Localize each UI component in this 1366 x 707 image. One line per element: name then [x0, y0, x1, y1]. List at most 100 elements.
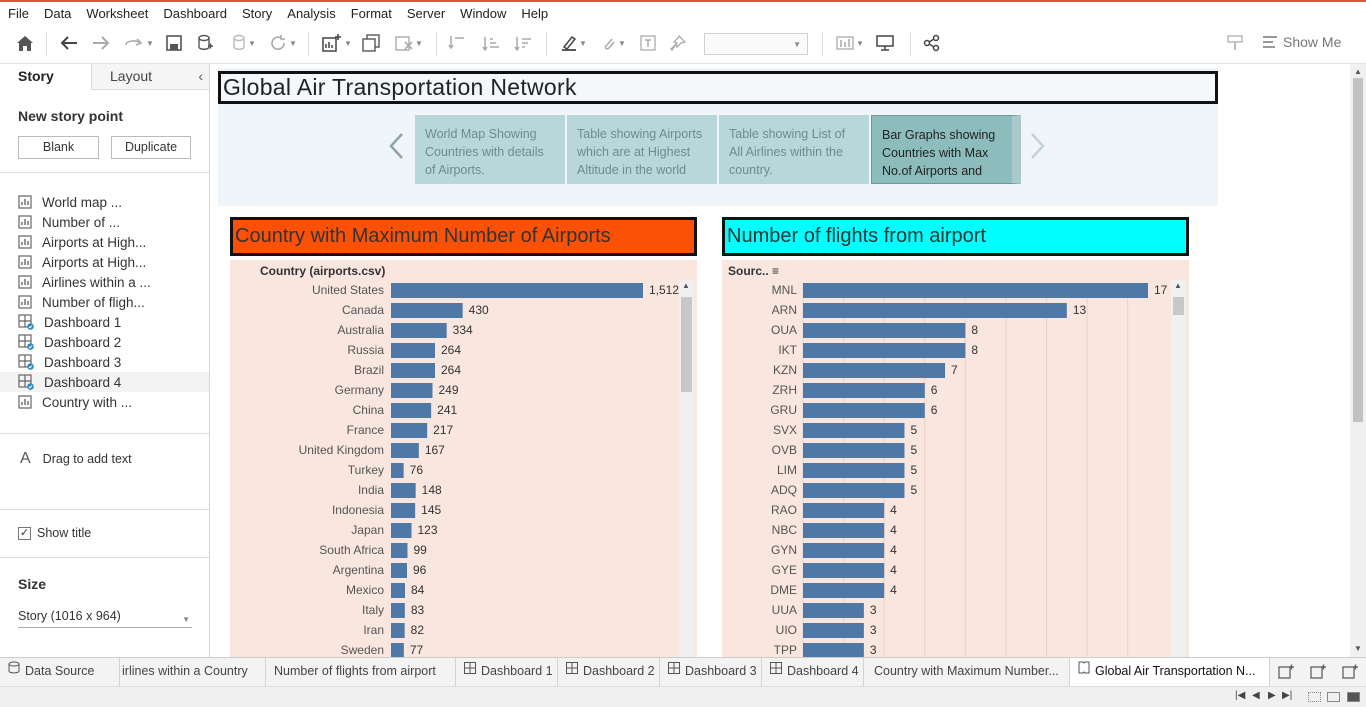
story-point-3[interactable]: Table showing List of All Airlines withi… — [719, 115, 869, 184]
bar[interactable] — [803, 403, 925, 418]
bar[interactable] — [391, 323, 447, 338]
show-filmstrip-icon[interactable] — [1308, 692, 1321, 702]
format-painter-icon[interactable] — [1224, 32, 1246, 54]
tab-layout[interactable]: Layout ‹ — [92, 64, 209, 90]
refresh-icon[interactable]: ▼ — [264, 32, 302, 54]
duplicate-sheet-icon[interactable] — [360, 32, 382, 54]
new-worksheet-icon[interactable]: ▼ — [318, 32, 356, 54]
bar[interactable] — [391, 423, 428, 438]
drag-text-item[interactable]: A Drag to add text — [20, 450, 132, 468]
bar[interactable] — [391, 443, 419, 458]
size-select[interactable]: Story (1016 x 964) ▼ — [18, 606, 192, 628]
collapse-pane-icon[interactable]: ‹ — [198, 68, 203, 84]
bar[interactable] — [803, 603, 864, 618]
sheet-list-item[interactable]: Dashboard 2 — [0, 332, 209, 352]
home-icon[interactable] — [14, 32, 36, 54]
story-point-1[interactable]: World Map Showing Countries with details… — [415, 115, 565, 184]
sort-descending-icon[interactable] — [512, 32, 534, 54]
bar[interactable] — [803, 523, 885, 538]
fix-axes-icon[interactable] — [668, 32, 688, 54]
show-tabs-icon[interactable] — [1347, 692, 1360, 702]
sheet-list-item[interactable]: Dashboard 1 — [0, 312, 209, 332]
story-point-4[interactable]: Bar Graphs showing Countries with Max No… — [871, 115, 1021, 184]
bar[interactable] — [391, 603, 405, 618]
group-members-icon[interactable]: ▼ — [596, 32, 632, 54]
bar[interactable] — [803, 503, 885, 518]
bar[interactable] — [803, 283, 1148, 298]
share-icon[interactable] — [921, 32, 943, 54]
bar[interactable] — [803, 543, 885, 558]
bar[interactable] — [803, 323, 966, 338]
next-sheet-icon[interactable]: ▶ — [1268, 690, 1276, 701]
bar[interactable] — [391, 303, 463, 318]
sheet-list-item[interactable]: Country with ... — [0, 392, 209, 412]
previous-sheet-icon[interactable]: ◀ — [1252, 690, 1260, 701]
sheet-list-item[interactable]: Airlines within a ... — [0, 272, 209, 292]
new-dashboard-tab-icon[interactable] — [1310, 664, 1326, 683]
sort-ascending-icon[interactable] — [480, 32, 502, 54]
vertical-scrollbar[interactable]: ▲ — [679, 280, 694, 657]
menu-story[interactable]: Story — [241, 5, 273, 21]
bar[interactable] — [391, 543, 408, 558]
menu-dashboard[interactable]: Dashboard — [163, 5, 227, 21]
show-cards-icon[interactable]: ▼ — [832, 32, 868, 54]
previous-story-point-button[interactable] — [388, 132, 404, 163]
scroll-down-icon[interactable]: ▼ — [1354, 644, 1362, 653]
tab-story[interactable]: Story — [0, 64, 92, 90]
scroll-up-icon[interactable]: ▲ — [682, 281, 690, 290]
pause-updates-icon[interactable]: ▼ — [226, 32, 262, 54]
fit-select[interactable]: ▼ — [704, 33, 808, 55]
bar[interactable] — [803, 623, 864, 638]
bar[interactable] — [391, 343, 435, 358]
sheet-list-item[interactable]: Number of ... — [0, 212, 209, 232]
undo-icon[interactable] — [58, 32, 80, 54]
bar[interactable] — [803, 583, 885, 598]
bar[interactable] — [803, 363, 946, 378]
bar[interactable] — [391, 283, 643, 298]
sheet-list-item[interactable]: Dashboard 3 — [0, 352, 209, 372]
bar[interactable] — [391, 523, 412, 538]
presentation-mode-icon[interactable] — [874, 32, 896, 54]
scroll-thumb[interactable] — [1173, 297, 1184, 315]
bar[interactable] — [391, 363, 435, 378]
sheet-list-item[interactable]: Number of fligh... — [0, 292, 209, 312]
menu-analysis[interactable]: Analysis — [287, 5, 336, 21]
duplicate-button[interactable]: Duplicate — [111, 136, 191, 159]
bar[interactable] — [391, 463, 404, 478]
bar[interactable] — [803, 643, 864, 657]
bar[interactable] — [803, 463, 905, 478]
menu-help[interactable]: Help — [521, 5, 549, 21]
sheet-tab[interactable]: Dashboard 2 — [558, 658, 660, 686]
bar[interactable] — [803, 443, 905, 458]
new-worksheet-tab-icon[interactable] — [1278, 664, 1294, 683]
menu-server[interactable]: Server — [406, 5, 446, 21]
clear-sheet-icon[interactable]: ▼ — [390, 32, 428, 54]
bar[interactable] — [803, 483, 905, 498]
bar[interactable] — [391, 623, 405, 638]
sheet-list-item[interactable]: Airports at High... — [0, 252, 209, 272]
show-title-checkbox[interactable]: ✓ Show title — [18, 526, 91, 540]
bar[interactable] — [803, 343, 966, 358]
sheet-list-item[interactable]: World map ... — [0, 192, 209, 212]
scroll-up-icon[interactable]: ▲ — [1174, 281, 1182, 290]
bar[interactable] — [391, 583, 405, 598]
sheet-tab[interactable]: Dashboard 4 — [762, 658, 864, 686]
first-sheet-icon[interactable]: |◀ — [1235, 690, 1246, 701]
sort-icon[interactable]: ≡ — [772, 264, 780, 278]
last-sheet-icon[interactable]: ▶| — [1282, 690, 1293, 701]
menu-format[interactable]: Format — [350, 5, 392, 21]
sheet-tab[interactable]: Number of flights from airport — [266, 658, 456, 686]
sheet-tab[interactable]: Global Air Transportation N... — [1070, 658, 1270, 686]
replay-icon[interactable]: ▼ — [120, 32, 158, 54]
menu-worksheet[interactable]: Worksheet — [86, 5, 149, 21]
menu-window[interactable]: Window — [460, 5, 507, 21]
redo-icon[interactable] — [90, 32, 112, 54]
bar[interactable] — [391, 643, 404, 657]
show-me-button[interactable]: Show Me — [1262, 34, 1341, 50]
new-story-tab-icon[interactable] — [1342, 664, 1358, 683]
sheet-tab[interactable]: irlines within a Country — [120, 658, 266, 686]
new-data-source-icon[interactable] — [195, 32, 215, 54]
bar[interactable] — [391, 563, 407, 578]
bar[interactable] — [803, 383, 925, 398]
sheet-list-item[interactable]: Dashboard 4 — [0, 372, 209, 392]
